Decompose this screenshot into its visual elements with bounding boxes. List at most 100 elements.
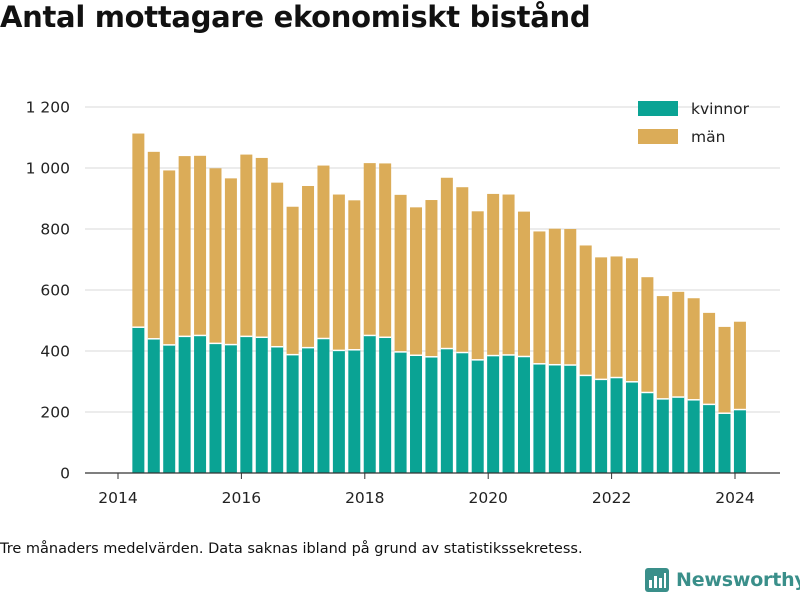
x-tick-label: 2014 (98, 489, 137, 507)
legend: kvinnor män (638, 100, 750, 146)
bar-kvinnor (595, 379, 608, 473)
bar-kvinnor (394, 351, 407, 473)
bar-man (610, 256, 623, 378)
bar-kvinnor (502, 354, 515, 473)
bar-kvinnor (548, 364, 561, 473)
bar-man (641, 277, 654, 393)
y-tick-label: 400 (40, 343, 70, 361)
y-tick-label: 800 (40, 221, 70, 239)
bar-man (332, 194, 345, 351)
bar-kvinnor (147, 338, 160, 473)
bar-man (733, 321, 746, 410)
x-tick-label: 2022 (592, 489, 631, 507)
footnote: Tre månaders medelvärden. Data saknas ib… (0, 541, 583, 557)
bar-kvinnor (579, 375, 592, 473)
bar-man (533, 231, 546, 364)
bar-kvinnor (471, 359, 484, 473)
bar-kvinnor (379, 337, 392, 473)
bar-kvinnor (687, 399, 700, 473)
bar-kvinnor (625, 381, 638, 473)
bar-kvinnor (517, 356, 530, 473)
y-tick-label: 200 (40, 404, 70, 422)
legend-swatch-man (638, 129, 678, 144)
y-axis-ticks: 0 200 400 600 800 1 000 1 200 (26, 99, 70, 483)
x-tick-label: 2016 (222, 489, 261, 507)
bar-kvinnor (733, 409, 746, 473)
bar-kvinnor (440, 348, 453, 473)
bar-series (132, 133, 746, 473)
bar-kvinnor (610, 377, 623, 473)
bar-man (317, 165, 330, 339)
bar-man (147, 151, 160, 339)
bar-man (548, 228, 561, 365)
bar-kvinnor (487, 355, 500, 473)
bar-kvinnor (132, 327, 145, 473)
bar-man (163, 170, 176, 345)
bar-man (194, 155, 207, 336)
bar-man (302, 185, 315, 348)
y-tick-label: 1 000 (26, 160, 70, 178)
brand-name: Newsworthy (676, 569, 800, 591)
bar-man (656, 296, 669, 399)
bar-man (703, 312, 716, 405)
x-tick-label: 2020 (468, 489, 507, 507)
bar-man (209, 168, 222, 344)
bar-kvinnor (302, 347, 315, 473)
x-axis: 2014 2016 2018 2020 2022 2024 (85, 472, 780, 507)
x-tick-label: 2018 (345, 489, 384, 507)
newsworthy-logo-icon (645, 568, 669, 592)
bar-kvinnor (240, 336, 253, 473)
legend-label: kvinnor (691, 100, 750, 118)
bar-kvinnor (641, 392, 654, 473)
bar-man (625, 258, 638, 382)
bar-kvinnor (533, 363, 546, 473)
bar-kvinnor (163, 344, 176, 473)
bar-kvinnor (317, 338, 330, 473)
y-tick-label: 0 (60, 465, 70, 483)
bar-man (132, 133, 145, 328)
bar-man (255, 157, 268, 338)
bar-man (456, 187, 469, 353)
bar-man (271, 182, 284, 347)
bar-kvinnor (656, 398, 669, 473)
x-tick-label: 2024 (715, 489, 754, 507)
bar-man (440, 177, 453, 349)
bar-kvinnor (564, 365, 577, 473)
bar-kvinnor (194, 335, 207, 473)
bar-man (425, 200, 438, 357)
bar-kvinnor (363, 335, 376, 473)
bar-man (178, 156, 191, 337)
bar-man (286, 206, 299, 355)
y-tick-label: 600 (40, 282, 70, 300)
bar-man (595, 257, 608, 380)
bar-man (579, 245, 592, 376)
bar-kvinnor (425, 356, 438, 473)
bar-man (240, 154, 253, 337)
legend-swatch-kvinnor (638, 101, 678, 116)
bar-man (564, 229, 577, 366)
bar-kvinnor (703, 404, 716, 473)
bar-kvinnor (286, 354, 299, 473)
bar-man (224, 178, 237, 345)
bar-kvinnor (672, 397, 685, 473)
bar-kvinnor (224, 344, 237, 473)
bar-kvinnor (718, 413, 731, 473)
bar-kvinnor (255, 337, 268, 473)
bar-kvinnor (348, 349, 361, 473)
bar-man (718, 326, 731, 414)
bar-man (517, 211, 530, 357)
bar-man (410, 207, 423, 356)
legend-label: män (691, 128, 725, 146)
bar-man (394, 194, 407, 352)
chart-title: Antal mottagare ekonomiskt bistånd (0, 0, 591, 34)
bar-kvinnor (456, 352, 469, 473)
y-tick-label: 1 200 (26, 99, 70, 117)
bar-kvinnor (332, 350, 345, 473)
bar-man (363, 163, 376, 336)
bar-man (348, 200, 361, 350)
brand[interactable]: Newsworthy (645, 568, 800, 592)
bar-man (471, 211, 484, 360)
bar-man (487, 193, 500, 356)
bar-kvinnor (209, 343, 222, 473)
